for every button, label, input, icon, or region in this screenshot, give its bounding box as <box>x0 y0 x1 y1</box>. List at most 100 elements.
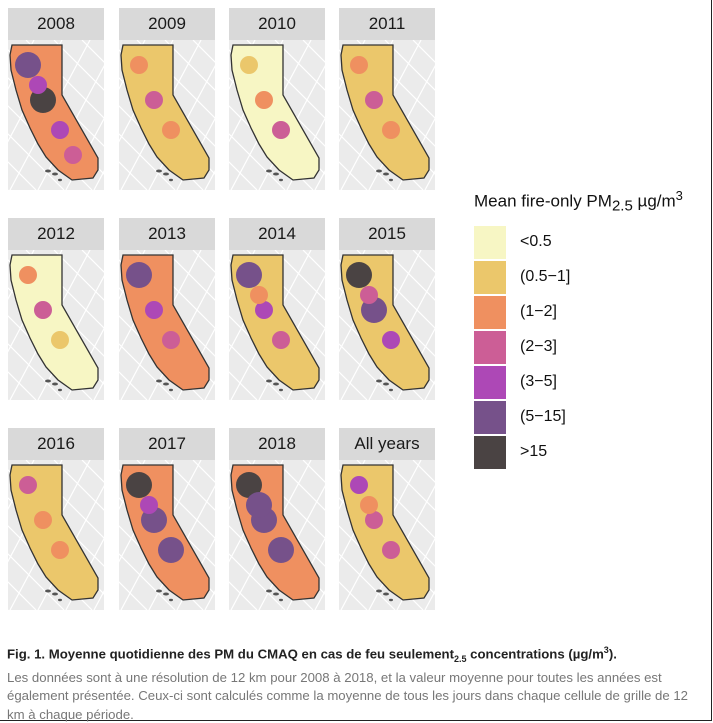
california-map <box>0 39 289 191</box>
panel-map <box>188 39 620 191</box>
hotspot <box>126 262 152 288</box>
legend-item: >15 <box>474 435 683 470</box>
islands <box>266 379 283 392</box>
state-outline <box>340 44 430 181</box>
legend-swatch <box>474 365 506 399</box>
state-outline <box>230 464 320 601</box>
panel-title: 2018 <box>229 428 325 460</box>
caption-title-subscript: 2.5 <box>453 654 467 665</box>
legend-title-unit: µg/m <box>632 191 676 211</box>
hotspot <box>158 537 184 563</box>
panel-title: 2015 <box>339 218 435 250</box>
panel-map <box>0 459 289 611</box>
hotspot <box>162 331 180 349</box>
hotspot <box>140 496 158 514</box>
islands <box>376 379 393 392</box>
hotspot <box>51 121 69 139</box>
hotspot <box>350 476 368 494</box>
hotspot <box>34 511 52 529</box>
islands <box>266 589 283 602</box>
legend-item: (1−2] <box>474 295 683 330</box>
map-panel: 2009 <box>0 8 400 191</box>
map-panel: 2017 <box>0 428 400 611</box>
california-map <box>188 459 620 611</box>
hotspot <box>240 56 258 74</box>
graticule-line <box>0 573 37 611</box>
state-outline <box>120 44 210 181</box>
hotspot <box>350 56 368 74</box>
legend-items: <0.5 (0.5−1] (1−2] (2−3] (3−5] (5−15] >15 <box>474 225 683 470</box>
hotspot <box>246 492 272 518</box>
panel-title: 2013 <box>119 218 215 250</box>
panel-title: 2017 <box>119 428 215 460</box>
caption-title-units: concentrations (µg/m <box>466 646 604 662</box>
graticule-line <box>0 363 37 401</box>
legend-title: Mean fire-only PM2.5 µg/m3 <box>474 188 683 215</box>
legend-label: (1−2] <box>520 303 557 321</box>
islands <box>156 169 173 182</box>
panel-title: 2011 <box>339 8 435 40</box>
hotspot <box>365 91 383 109</box>
map-panel: 2012 <box>0 218 289 401</box>
state-outline <box>120 254 210 391</box>
legend-label: (5−15] <box>520 408 566 426</box>
hotspot <box>29 76 47 94</box>
state-outline <box>9 44 99 181</box>
hotspot <box>162 121 180 139</box>
hotspot <box>236 262 262 288</box>
legend-label: (3−5] <box>520 373 557 391</box>
graticule-line <box>0 335 65 401</box>
islands <box>376 169 393 182</box>
state-outline <box>230 254 320 391</box>
state-outline <box>120 464 210 601</box>
state-outline <box>9 254 99 391</box>
map-panel: 2008 <box>0 8 289 191</box>
islands <box>156 379 173 392</box>
hotspot <box>130 56 148 74</box>
panel-map <box>0 249 289 401</box>
legend-swatch <box>474 400 506 434</box>
map-panel: All years <box>188 428 620 611</box>
legend: Mean fire-only PM2.5 µg/m3 <0.5 (0.5−1] (1… <box>474 188 683 470</box>
panel-title: 2009 <box>119 8 215 40</box>
caption-title-main: Fig. 1. Moyenne quotidienne des PM du CM… <box>7 646 454 662</box>
panel-title: All years <box>339 428 435 460</box>
hotspot <box>19 266 37 284</box>
hotspot <box>19 476 37 494</box>
legend-swatch <box>474 295 506 329</box>
hotspot <box>126 472 152 498</box>
map-panel: 2013 <box>0 218 400 401</box>
hotspot <box>272 331 290 349</box>
hotspot <box>346 262 372 288</box>
california-map <box>78 39 510 191</box>
map-panel: 2014 <box>78 218 510 401</box>
graticule-line <box>0 545 65 611</box>
islands <box>45 169 62 182</box>
graticule-line <box>0 125 65 191</box>
legend-swatch <box>474 225 506 259</box>
hotspot <box>250 286 268 304</box>
hotspot <box>382 331 400 349</box>
graticule-line <box>0 153 37 191</box>
hotspot <box>64 146 82 164</box>
hotspot <box>145 301 163 319</box>
legend-swatch <box>474 435 506 469</box>
map-panel: 2016 <box>0 428 289 611</box>
state-outline <box>340 464 430 601</box>
panel-map <box>188 459 620 611</box>
legend-item: (5−15] <box>474 400 683 435</box>
panel-title: 2008 <box>8 8 104 40</box>
caption-title-superscript: 3 <box>603 645 609 655</box>
legend-title-superscript: 3 <box>675 188 683 203</box>
legend-title-main: Mean fire-only PM <box>474 191 612 211</box>
panel-map <box>78 249 510 401</box>
map-panel: 2018 <box>78 428 510 611</box>
hotspot <box>268 537 294 563</box>
hotspot <box>15 52 41 78</box>
legend-label: >15 <box>520 443 548 461</box>
legend-item: (2−3] <box>474 330 683 365</box>
panel-map <box>78 459 510 611</box>
california-map <box>78 249 510 401</box>
